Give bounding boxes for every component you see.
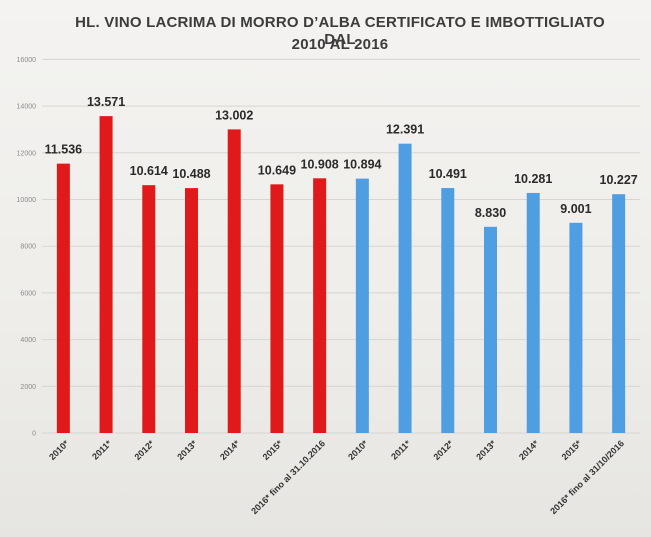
y-tick-label: 4000 [20, 337, 36, 344]
y-tick-label: 12000 [17, 150, 37, 157]
y-tick-label: 8000 [20, 244, 36, 251]
bar-value-label: 10.614 [130, 164, 168, 178]
bar-value-label: 9.001 [560, 202, 591, 216]
bar-certificato [185, 188, 198, 433]
x-category-label: 2016* fino al 31/10/2016 [548, 438, 626, 516]
x-category-label: 2013* [175, 438, 199, 462]
y-tick-label: 16000 [17, 57, 37, 64]
x-category-label: 2010* [47, 438, 71, 462]
bar-value-label: 10.281 [514, 172, 552, 186]
x-category-label: 2015* [261, 438, 285, 462]
bar-certificato [56, 163, 70, 433]
y-tick-label: 10000 [17, 197, 37, 204]
bar-imbottigliato [484, 226, 497, 433]
x-category-label: 2014* [218, 438, 242, 462]
bar-imbottigliato [398, 143, 412, 433]
bar-imbottigliato [355, 178, 369, 433]
bar-certificato [142, 185, 156, 433]
chart-title-line1: HL. VINO LACRIMA DI MORRO D’ALBA CERTIFI… [75, 14, 605, 48]
x-category-label: 2013* [474, 438, 498, 462]
chart-title-line2: 2010 AL 2016 [291, 36, 389, 53]
x-category-label: 2012* [431, 438, 455, 462]
x-category-label: 2010* [346, 438, 370, 462]
x-category-label: 2011* [90, 438, 114, 462]
x-category-label: 2011* [389, 438, 413, 462]
x-category-label: 2014* [517, 438, 541, 462]
bar-value-label: 10.488 [172, 167, 210, 181]
bar-value-label: 10.227 [600, 173, 638, 187]
bar-value-label: 11.536 [45, 143, 83, 157]
y-tick-label: 2000 [20, 384, 36, 391]
bar-imbottigliato [569, 222, 583, 433]
bar-imbottigliato [612, 194, 626, 433]
bar-value-label: 13.002 [215, 108, 253, 122]
x-category-label: 2015* [560, 438, 584, 462]
bar-value-label: 10.908 [301, 157, 339, 171]
bar-value-label: 12.391 [386, 123, 424, 137]
bar-imbottigliato [526, 192, 540, 433]
bar-certificato [313, 178, 327, 433]
y-tick-label: 14000 [17, 104, 37, 111]
bar-certificato [270, 184, 284, 433]
y-tick-label: 6000 [20, 290, 36, 297]
x-category-label: 2016* fino al 31.10.2016 [249, 438, 327, 516]
bar-value-label: 10.894 [343, 158, 381, 172]
bar-certificato [99, 116, 113, 433]
bar-value-label: 13.571 [87, 95, 125, 109]
x-category-label: 2012* [132, 438, 156, 462]
y-tick-label: 0 [32, 431, 36, 438]
bar-certificato [227, 129, 241, 433]
bar-value-label: 10.491 [429, 167, 467, 181]
bar-imbottigliato [441, 188, 455, 433]
bar-value-label: 8.830 [475, 206, 506, 220]
bar-value-label: 10.649 [258, 163, 296, 177]
